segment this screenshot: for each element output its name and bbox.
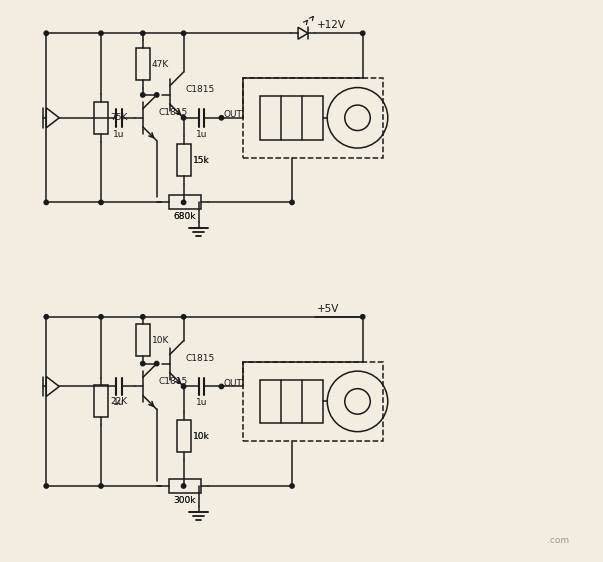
Circle shape <box>44 315 48 319</box>
Bar <box>243 361 382 441</box>
Circle shape <box>290 200 294 205</box>
Circle shape <box>154 361 159 366</box>
Text: C1815: C1815 <box>186 85 215 94</box>
Text: 680k: 680k <box>173 212 196 221</box>
Text: +12V: +12V <box>317 20 346 30</box>
Circle shape <box>99 484 103 488</box>
Circle shape <box>182 200 186 205</box>
Text: 1u: 1u <box>196 130 207 139</box>
Text: 22K: 22K <box>110 397 127 406</box>
Text: 15k: 15k <box>192 156 209 165</box>
Text: 1u: 1u <box>113 130 125 139</box>
Text: +5V: +5V <box>317 304 339 314</box>
Circle shape <box>154 93 159 97</box>
Circle shape <box>140 361 145 366</box>
Circle shape <box>290 484 294 488</box>
Circle shape <box>140 31 145 35</box>
Bar <box>169 479 201 493</box>
Circle shape <box>361 31 365 35</box>
Text: OUT: OUT <box>223 110 242 119</box>
Circle shape <box>140 315 145 319</box>
Bar <box>169 196 201 210</box>
Bar <box>243 78 382 157</box>
Circle shape <box>44 484 48 488</box>
Circle shape <box>182 484 186 488</box>
Bar <box>177 420 191 452</box>
Text: 10K: 10K <box>152 336 169 345</box>
Circle shape <box>140 93 145 97</box>
Text: .com: .com <box>546 536 569 545</box>
Text: C1815: C1815 <box>159 108 188 117</box>
Bar <box>136 324 150 356</box>
Circle shape <box>361 315 365 319</box>
Text: 300k: 300k <box>173 496 196 505</box>
Text: 75K: 75K <box>110 114 127 123</box>
Circle shape <box>44 31 48 35</box>
Circle shape <box>182 384 186 389</box>
Bar <box>260 379 323 423</box>
Text: C1815: C1815 <box>159 377 188 386</box>
Circle shape <box>99 31 103 35</box>
Text: 1u: 1u <box>196 398 207 407</box>
Text: 1u: 1u <box>113 398 125 407</box>
Circle shape <box>182 31 186 35</box>
Text: 300k: 300k <box>173 496 196 505</box>
Circle shape <box>182 116 186 120</box>
Circle shape <box>99 200 103 205</box>
Text: 680k: 680k <box>173 212 196 221</box>
Bar <box>94 386 108 418</box>
Circle shape <box>182 315 186 319</box>
Text: C1815: C1815 <box>186 354 215 363</box>
Text: 47K: 47K <box>152 60 169 69</box>
Bar <box>260 96 323 140</box>
Circle shape <box>219 384 224 389</box>
Text: 15k: 15k <box>192 156 209 165</box>
Circle shape <box>44 200 48 205</box>
Circle shape <box>99 315 103 319</box>
Text: 10k: 10k <box>192 432 209 441</box>
Bar <box>136 48 150 80</box>
Text: OUT: OUT <box>223 379 242 388</box>
Text: 10k: 10k <box>192 432 209 441</box>
Bar <box>94 102 108 134</box>
Circle shape <box>219 116 224 120</box>
Bar <box>177 144 191 176</box>
